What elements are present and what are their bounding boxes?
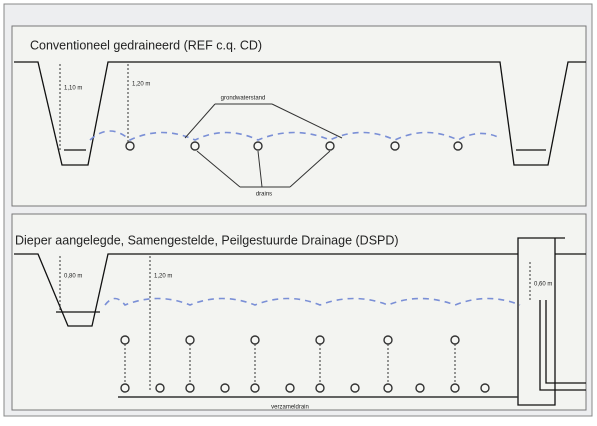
panel-bottom — [11, 213, 587, 411]
drain — [185, 335, 195, 345]
depth-lines — [59, 256, 531, 392]
drain — [315, 383, 325, 393]
drain — [185, 383, 195, 393]
drain — [480, 383, 490, 393]
drain — [390, 141, 400, 151]
drain — [220, 383, 230, 393]
drain — [285, 383, 295, 393]
ground-profile — [14, 61, 586, 166]
connections — [124, 344, 456, 384]
control-structure — [517, 237, 586, 406]
drain — [315, 335, 325, 345]
drain — [155, 383, 165, 393]
drain — [120, 335, 130, 345]
drain — [250, 383, 260, 393]
drain — [383, 383, 393, 393]
drain — [250, 335, 260, 345]
pointer-lines — [196, 150, 331, 188]
drains — [120, 335, 490, 393]
depth-label: 1,20 m — [154, 274, 172, 280]
drain — [450, 335, 460, 345]
pointer-lines — [184, 103, 343, 139]
groundwater-line — [89, 130, 501, 141]
drain — [415, 383, 425, 393]
depth-label: 1,20 m — [132, 82, 150, 88]
annotation: grondwaterstand — [221, 96, 266, 102]
panel-title: Conventioneel gedraineerd (REF c.q. CD) — [30, 38, 262, 52]
panel-title: Dieper aangelegde, Samengestelde, Peilge… — [15, 233, 399, 247]
depth-label: 0,60 m — [534, 282, 552, 288]
depth-label: 0,80 m — [64, 274, 82, 280]
drain — [383, 335, 393, 345]
groundwater-line — [104, 297, 521, 306]
drain — [190, 141, 200, 151]
annotation: drains — [256, 192, 272, 198]
drain — [125, 141, 135, 151]
drain — [350, 383, 360, 393]
drain — [450, 383, 460, 393]
panel-top — [11, 25, 587, 207]
drain — [253, 141, 263, 151]
ground-profile — [14, 253, 586, 327]
drain — [325, 141, 335, 151]
annotation: verzameldrain — [271, 405, 309, 411]
depth-label: 1,10 m — [64, 86, 82, 92]
drain — [120, 383, 130, 393]
depth-lines — [59, 64, 129, 150]
drains — [125, 141, 463, 151]
drain — [453, 141, 463, 151]
